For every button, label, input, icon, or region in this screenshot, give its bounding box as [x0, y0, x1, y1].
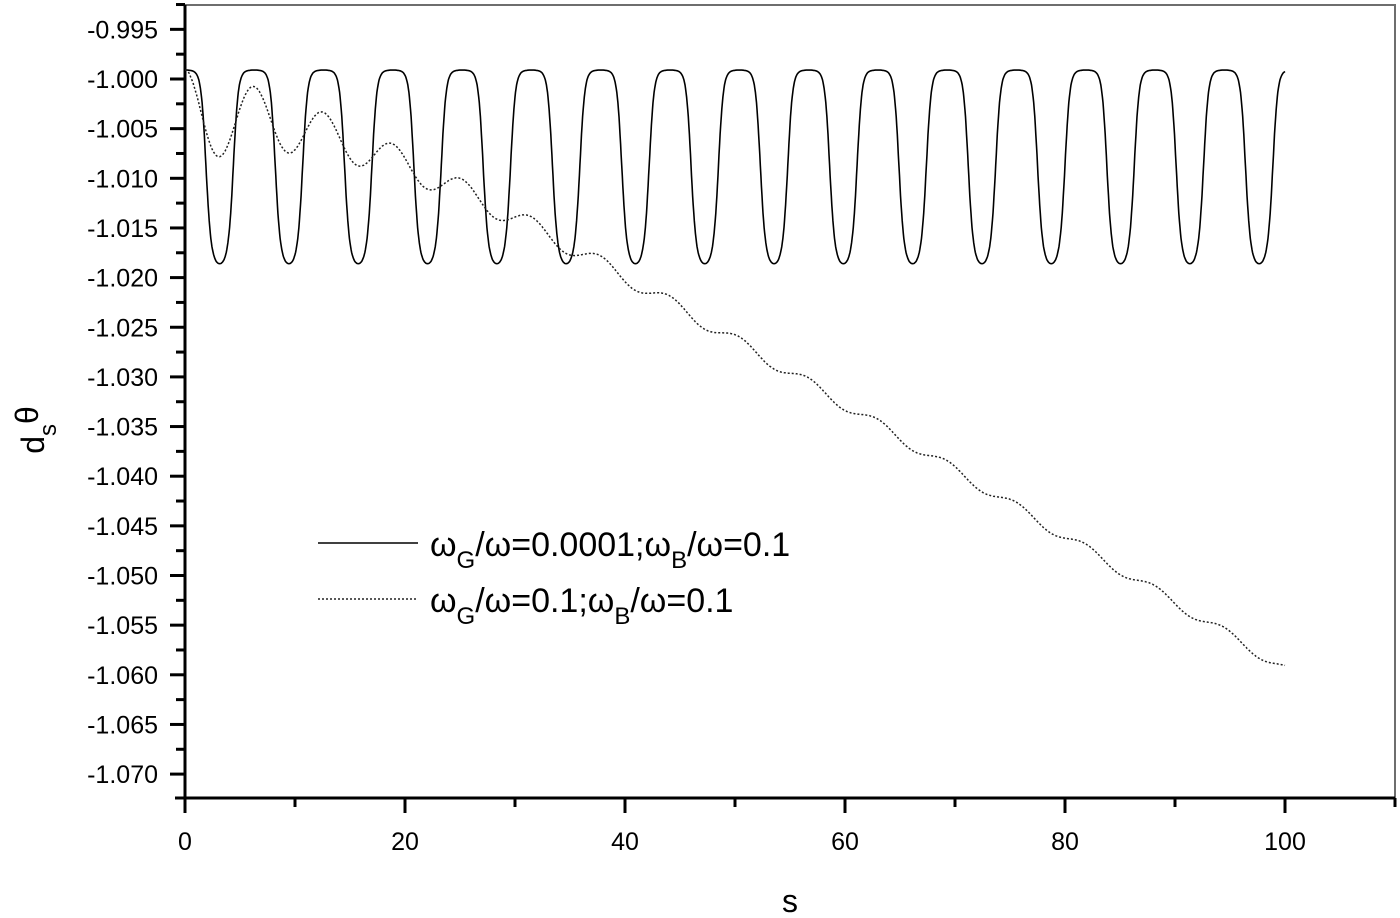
y-tick-label: -1.065: [87, 711, 158, 739]
svg-text:dsθ: dsθ: [9, 406, 62, 454]
y-tick-label: -1.025: [87, 314, 158, 342]
x-axis-title: s: [782, 883, 798, 918]
plot-area: [185, 69, 1286, 667]
legend-label-solid: ωG/ω=0.0001;ωB/ω=0.1: [430, 526, 790, 574]
y-tick-label: -0.995: [87, 16, 158, 44]
y-tick-label: -1.060: [87, 662, 158, 690]
y-tick-label: -1.045: [87, 513, 158, 541]
x-axis-ticks: 0 20 40 60 80 100: [178, 798, 1397, 856]
y-tick-label: -1.020: [87, 265, 158, 293]
y-tick-label: -1.055: [87, 612, 158, 640]
y-tick-label: -1.005: [87, 116, 158, 144]
series-dotted-line: [185, 69, 1286, 667]
x-tick-label: 40: [611, 828, 639, 856]
x-tick-label: 20: [391, 828, 419, 856]
legend: ωG/ω=0.0001;ωB/ω=0.1 ωG/ω=0.1;ωB/ω=0.1: [318, 526, 790, 630]
y-tick-label: -1.000: [87, 66, 158, 94]
series-solid-line: [185, 69, 1286, 265]
y-tick-label: -1.030: [87, 364, 158, 392]
y-tick-label: -1.040: [87, 463, 158, 491]
x-tick-label: 0: [178, 828, 192, 856]
x-tick-label: 80: [1051, 828, 1079, 856]
x-tick-label: 60: [831, 828, 859, 856]
y-tick-label: -1.015: [87, 215, 158, 243]
legend-label-dotted: ωG/ω=0.1;ωB/ω=0.1: [430, 582, 733, 630]
y-axis-ticks: -0.995 -1.000 -1.005 -1.010 -1.015 -1.020 -1.0…: [87, 3, 185, 789]
y-tick-label: -1.035: [87, 414, 158, 442]
x-tick-label: 100: [1264, 828, 1306, 856]
y-axis-title: dsθ: [9, 406, 62, 454]
y-tick-label: -1.010: [87, 165, 158, 193]
y-tick-label: -1.050: [87, 563, 158, 591]
y-tick-label: -1.070: [87, 761, 158, 789]
